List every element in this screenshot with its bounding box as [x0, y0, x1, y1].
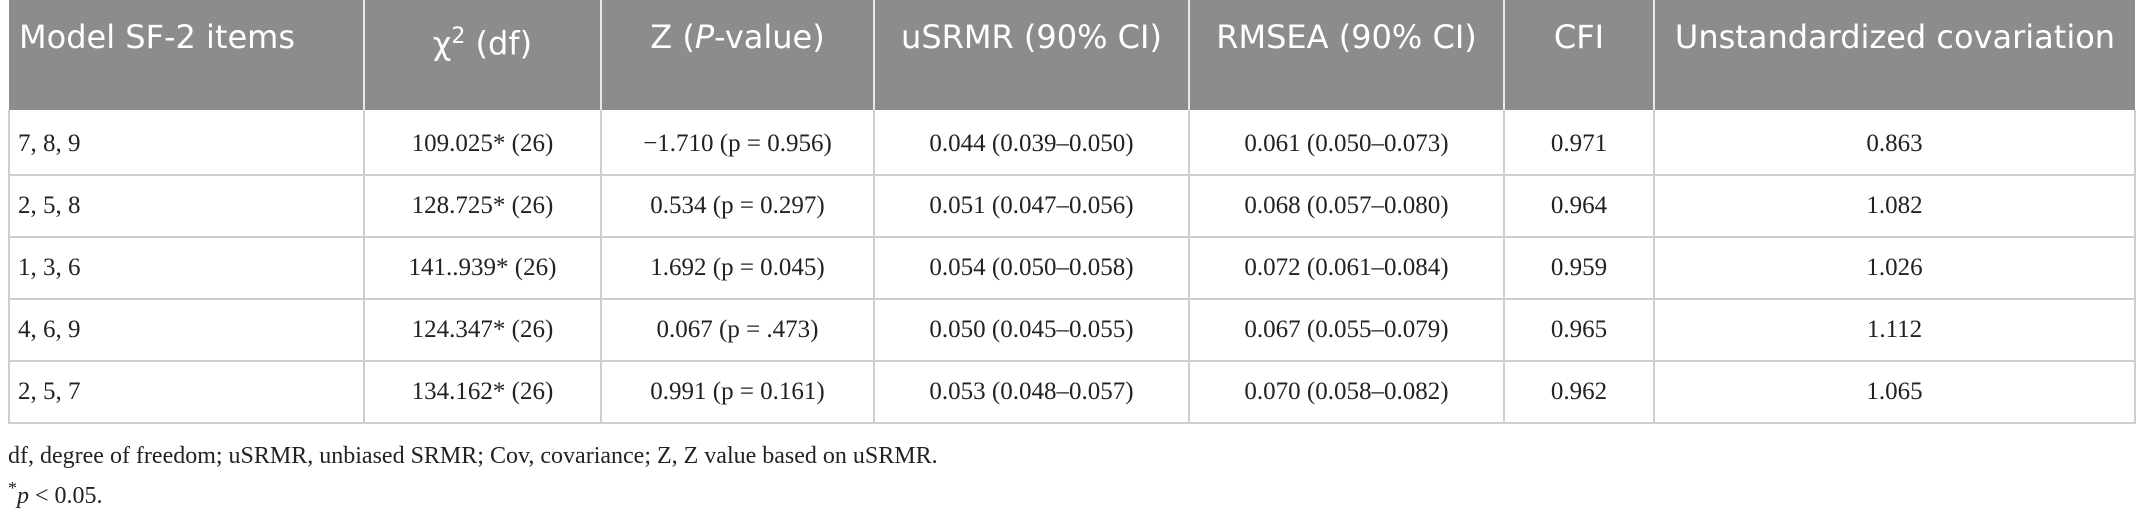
results-table: Model SF-2 items χ2 (df) Z (P-value) uSR…: [8, 0, 2136, 424]
header-chi-square: χ2 (df): [363, 0, 601, 110]
table-row: 2, 5, 7 134.162* (26) 0.991 (p = 0.161) …: [8, 361, 2136, 424]
table-row: 7, 8, 9 109.025* (26) −1.710 (p = 0.956)…: [8, 110, 2136, 176]
cell-chi-square: 141..939* (26): [363, 237, 601, 300]
cell-rmsea: 0.072 (0.061–0.084): [1188, 237, 1504, 300]
header-z: Z (P-value): [600, 0, 874, 110]
cell-cfi: 0.962: [1503, 361, 1654, 424]
cell-chi-square: 134.162* (26): [363, 361, 601, 424]
cell-z: 0.991 (p = 0.161): [600, 361, 874, 424]
cell-cfi: 0.959: [1503, 237, 1654, 300]
cell-usrmr: 0.054 (0.050–0.058): [873, 237, 1189, 300]
cell-model: 1, 3, 6: [8, 237, 364, 300]
cell-model: 2, 5, 8: [8, 175, 364, 238]
cell-rmsea: 0.070 (0.058–0.082): [1188, 361, 1504, 424]
cell-z: 0.534 (p = 0.297): [600, 175, 874, 238]
table-row: 4, 6, 9 124.347* (26) 0.067 (p = .473) 0…: [8, 299, 2136, 362]
cell-chi-square: 109.025* (26): [363, 110, 601, 176]
cell-z: 0.067 (p = .473): [600, 299, 874, 362]
cell-rmsea: 0.068 (0.057–0.080): [1188, 175, 1504, 238]
cell-model: 4, 6, 9: [8, 299, 364, 362]
header-rmsea: RMSEA (90% CI): [1188, 0, 1504, 110]
cell-chi-square: 128.725* (26): [363, 175, 601, 238]
cell-usrmr: 0.053 (0.048–0.057): [873, 361, 1189, 424]
cell-model: 7, 8, 9: [8, 110, 364, 176]
cell-cfi: 0.964: [1503, 175, 1654, 238]
header-usrmr: uSRMR (90% CI): [873, 0, 1189, 110]
cell-usrmr: 0.050 (0.045–0.055): [873, 299, 1189, 362]
cell-rmsea: 0.067 (0.055–0.079): [1188, 299, 1504, 362]
cell-usrmr: 0.051 (0.047–0.056): [873, 175, 1189, 238]
header-covariation: Unstandardized covariation: [1653, 0, 2135, 110]
cell-covariation: 1.082: [1653, 175, 2136, 238]
cell-z: −1.710 (p = 0.956): [600, 110, 874, 176]
footnote-abbreviations: df, degree of freedom; uSRMR, unbiased S…: [8, 443, 938, 469]
cell-model: 2, 5, 7: [8, 361, 364, 424]
cell-covariation: 1.026: [1653, 237, 2136, 300]
cell-z: 1.692 (p = 0.045): [600, 237, 874, 300]
cell-cfi: 0.965: [1503, 299, 1654, 362]
header-row: Model SF-2 items χ2 (df) Z (P-value) uSR…: [9, 0, 2135, 110]
table-row: 1, 3, 6 141..939* (26) 1.692 (p = 0.045)…: [8, 237, 2136, 300]
header-model: Model SF-2 items: [9, 0, 364, 110]
cell-covariation: 1.112: [1653, 299, 2136, 362]
cell-cfi: 0.971: [1503, 110, 1654, 176]
header-cfi: CFI: [1503, 0, 1654, 110]
cell-usrmr: 0.044 (0.039–0.050): [873, 110, 1189, 176]
table-row: 2, 5, 8 128.725* (26) 0.534 (p = 0.297) …: [8, 175, 2136, 238]
cell-covariation: 1.065: [1653, 361, 2136, 424]
footnote-significance: *p < 0.05.: [8, 478, 103, 509]
cell-covariation: 0.863: [1653, 110, 2136, 176]
cell-rmsea: 0.061 (0.050–0.073): [1188, 110, 1504, 176]
cell-chi-square: 124.347* (26): [363, 299, 601, 362]
